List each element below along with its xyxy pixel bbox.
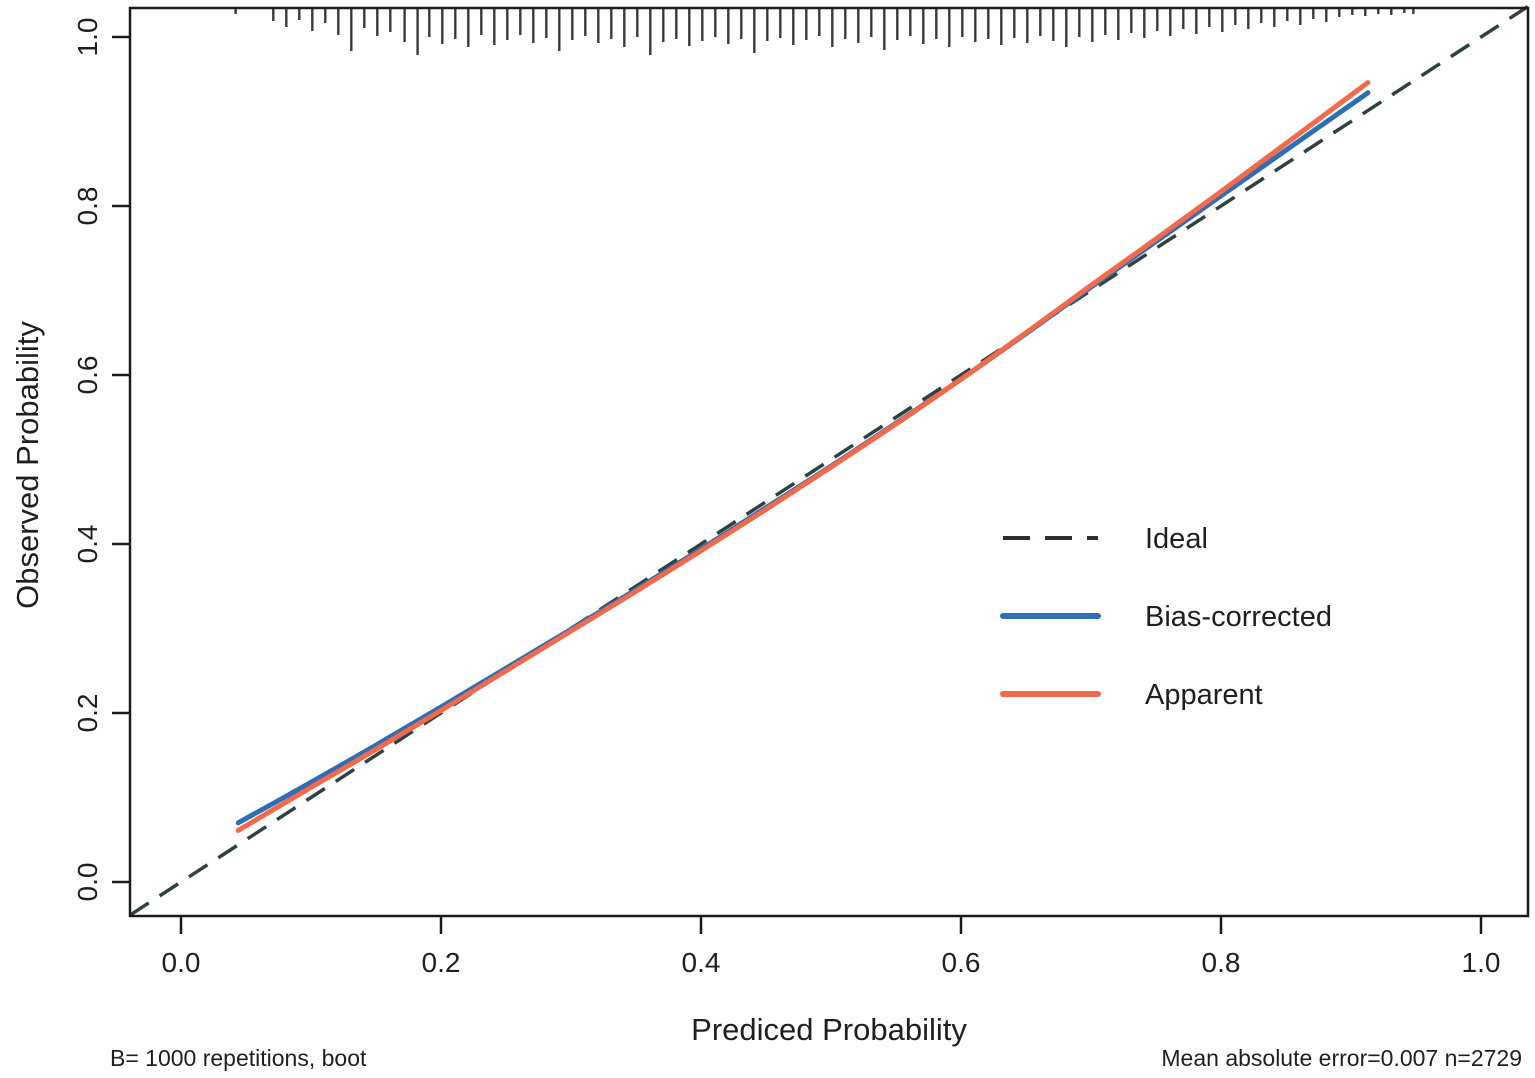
y-axis-tick-label: 0.4 xyxy=(72,525,103,564)
x-axis-tick-label: 0.4 xyxy=(682,947,721,978)
y-axis-tick-label: 0.2 xyxy=(72,694,103,733)
footnote-right: Mean absolute error=0.007 n=2729 xyxy=(1161,1045,1522,1071)
apparent-curve xyxy=(235,80,1371,833)
x-axis-title: Prediced Probability xyxy=(691,1012,967,1047)
y-axis-tick-label: 0.6 xyxy=(72,356,103,395)
legend-bias-corrected-label: Bias-corrected xyxy=(1145,601,1332,633)
legend-apparent-label: Apparent xyxy=(1145,679,1263,711)
x-axis-tick-label: 0.8 xyxy=(1202,947,1241,978)
rug-plot xyxy=(234,9,1415,55)
series-lines xyxy=(129,5,1529,917)
legend-ideal-label: Ideal xyxy=(1145,523,1208,555)
y-axis-tick-label: 0.8 xyxy=(72,187,103,226)
y-axis-tick-label: 1.0 xyxy=(72,18,103,57)
y-axis-tick-label: 0.0 xyxy=(72,863,103,902)
legend: Ideal Bias-corrected Apparent xyxy=(1000,523,1332,711)
ideal-line xyxy=(129,5,1529,917)
x-axis-tick-label: 1.0 xyxy=(1462,947,1501,978)
bias-corrected-curve xyxy=(235,90,1371,826)
x-axis-tick-label: 0.6 xyxy=(942,947,981,978)
footnote-left: B= 1000 repetitions, boot xyxy=(110,1045,367,1071)
x-axis-tick-label: 0.2 xyxy=(422,947,461,978)
plot-border xyxy=(128,6,1530,918)
y-axis-title: Observed Probability xyxy=(10,321,45,609)
x-axis-tick-label: 0.0 xyxy=(162,947,201,978)
axes: 0.0 0.2 0.4 0.6 0.8 1.0 0.0 0.2 0.4 0.6 0.8 1.0 xyxy=(72,18,1500,978)
